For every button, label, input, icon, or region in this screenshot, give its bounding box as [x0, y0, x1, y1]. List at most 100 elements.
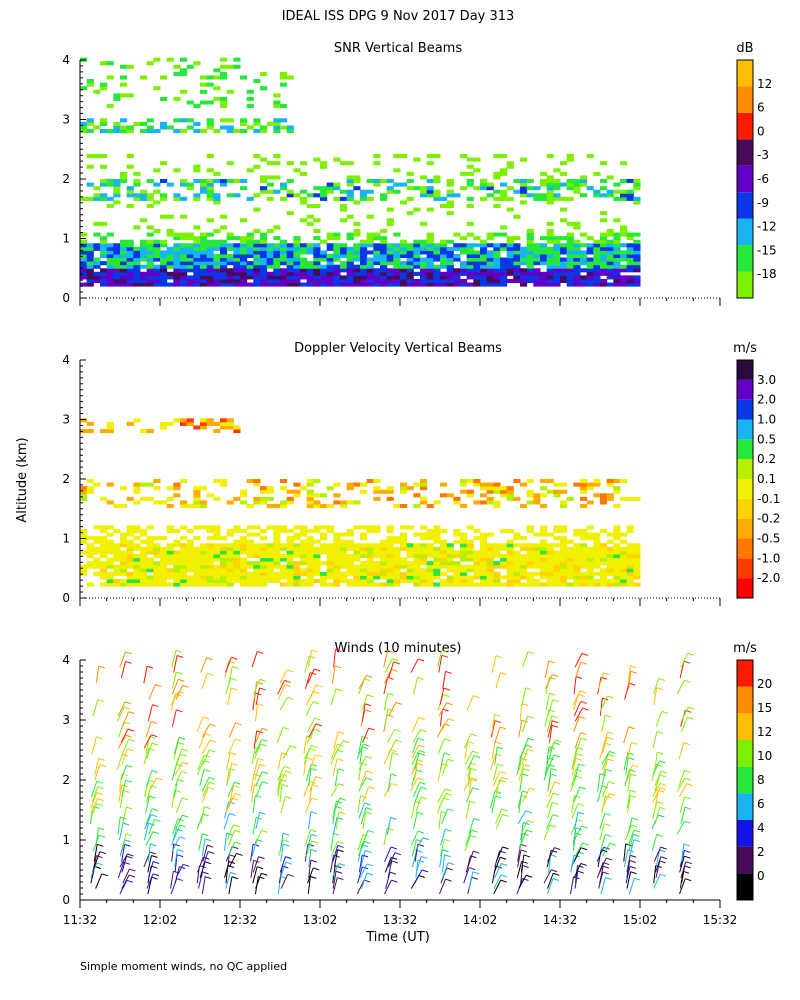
snr-cell	[286, 278, 294, 284]
snr-cell	[340, 246, 348, 251]
snr-cell	[113, 243, 121, 248]
doppler-cell	[586, 500, 594, 505]
snr-cell	[86, 271, 94, 276]
wind-barb	[596, 785, 603, 803]
doppler-cell	[580, 489, 588, 494]
doppler-cell	[113, 568, 121, 573]
snr-cell	[313, 250, 321, 255]
wind-barb-flag	[124, 839, 131, 843]
doppler-cell	[240, 582, 248, 587]
doppler-cell	[313, 493, 321, 498]
doppler-cell	[606, 578, 614, 584]
wind-barb-flag	[391, 879, 398, 883]
snr-cell	[526, 268, 534, 273]
wind-barb	[307, 867, 314, 884]
snr-cell	[106, 243, 114, 248]
snr-cell	[160, 250, 168, 255]
doppler-cell	[280, 564, 288, 569]
wind-barb	[175, 864, 184, 879]
wind-barb-flag	[176, 655, 184, 659]
doppler-cell	[280, 571, 288, 576]
doppler-cell	[313, 568, 321, 573]
doppler-cell	[613, 528, 621, 534]
snr-cell	[500, 189, 508, 194]
doppler-cell	[460, 571, 468, 576]
wind-barb	[332, 758, 338, 776]
colorbar-label: 2.0	[757, 393, 776, 407]
doppler-cell	[426, 561, 434, 566]
wind-barb	[117, 816, 121, 835]
doppler-cell	[446, 546, 454, 551]
snr-cell	[206, 186, 214, 191]
doppler-cell	[546, 550, 554, 555]
wind-barb	[517, 810, 527, 825]
y-tick-label: 0	[62, 893, 70, 907]
doppler-cell	[120, 553, 128, 559]
doppler-cell	[360, 568, 368, 573]
snr-cell	[553, 193, 561, 198]
snr-cell	[313, 218, 321, 223]
wind-barb-flag	[98, 827, 105, 831]
doppler-cell	[146, 582, 154, 587]
colorbar-label: 10	[757, 749, 772, 763]
snr-cell	[613, 253, 621, 259]
wind-barb-flag	[368, 727, 375, 731]
doppler-cell	[633, 553, 641, 559]
snr-cell	[466, 282, 474, 287]
snr-cell	[186, 261, 194, 266]
snr-cell	[333, 236, 341, 241]
doppler-cell	[93, 564, 101, 569]
snr-cell	[573, 250, 581, 255]
doppler-cell	[460, 568, 468, 573]
doppler-cell	[173, 578, 181, 584]
snr-cell	[220, 282, 228, 287]
doppler-cell	[460, 546, 468, 551]
snr-cell	[200, 261, 208, 266]
wind-barb	[626, 742, 632, 760]
doppler-cell	[220, 425, 228, 430]
colorbar-label: -0.1	[757, 492, 780, 506]
snr-cell	[220, 246, 228, 251]
snr-cell	[506, 161, 514, 166]
snr-cell	[460, 268, 468, 273]
snr-cell	[193, 282, 201, 287]
snr-cell	[386, 257, 394, 262]
wind-barb-flag	[416, 849, 423, 853]
doppler-cell	[526, 571, 534, 576]
wind-barb-flag	[259, 678, 266, 682]
snr-cell	[280, 257, 288, 262]
snr-cell	[146, 268, 154, 273]
doppler-cell	[373, 553, 381, 559]
y-tick-label: 2	[62, 773, 70, 787]
doppler-cell	[320, 543, 328, 548]
snr-cell	[280, 118, 288, 123]
doppler-cell	[206, 561, 214, 566]
doppler-cell	[246, 503, 254, 509]
snr-cell	[120, 246, 128, 251]
doppler-cell	[420, 532, 428, 537]
snr-cell	[520, 157, 528, 162]
doppler-cell	[446, 575, 454, 580]
doppler-cell	[346, 528, 354, 534]
colorbar-swatch	[737, 419, 753, 440]
wind-barb	[143, 748, 150, 765]
doppler-cell	[80, 539, 88, 544]
doppler-cell	[546, 553, 554, 559]
wind-barb	[522, 651, 529, 668]
wind-barb-flag	[129, 868, 136, 872]
wind-barb-flag	[442, 708, 449, 712]
wind-barb-flag	[527, 651, 535, 655]
wind-barb	[495, 808, 503, 824]
wind-barb	[655, 856, 662, 873]
doppler-cell	[620, 564, 628, 569]
snr-cell	[526, 232, 534, 237]
snr-cell	[360, 271, 368, 276]
snr-cell	[133, 271, 141, 276]
doppler-cell	[253, 561, 261, 566]
snr-cell	[173, 246, 181, 251]
snr-cell	[193, 261, 201, 266]
doppler-cell	[240, 557, 248, 562]
snr-cell	[513, 236, 521, 241]
doppler-cell	[453, 496, 461, 501]
